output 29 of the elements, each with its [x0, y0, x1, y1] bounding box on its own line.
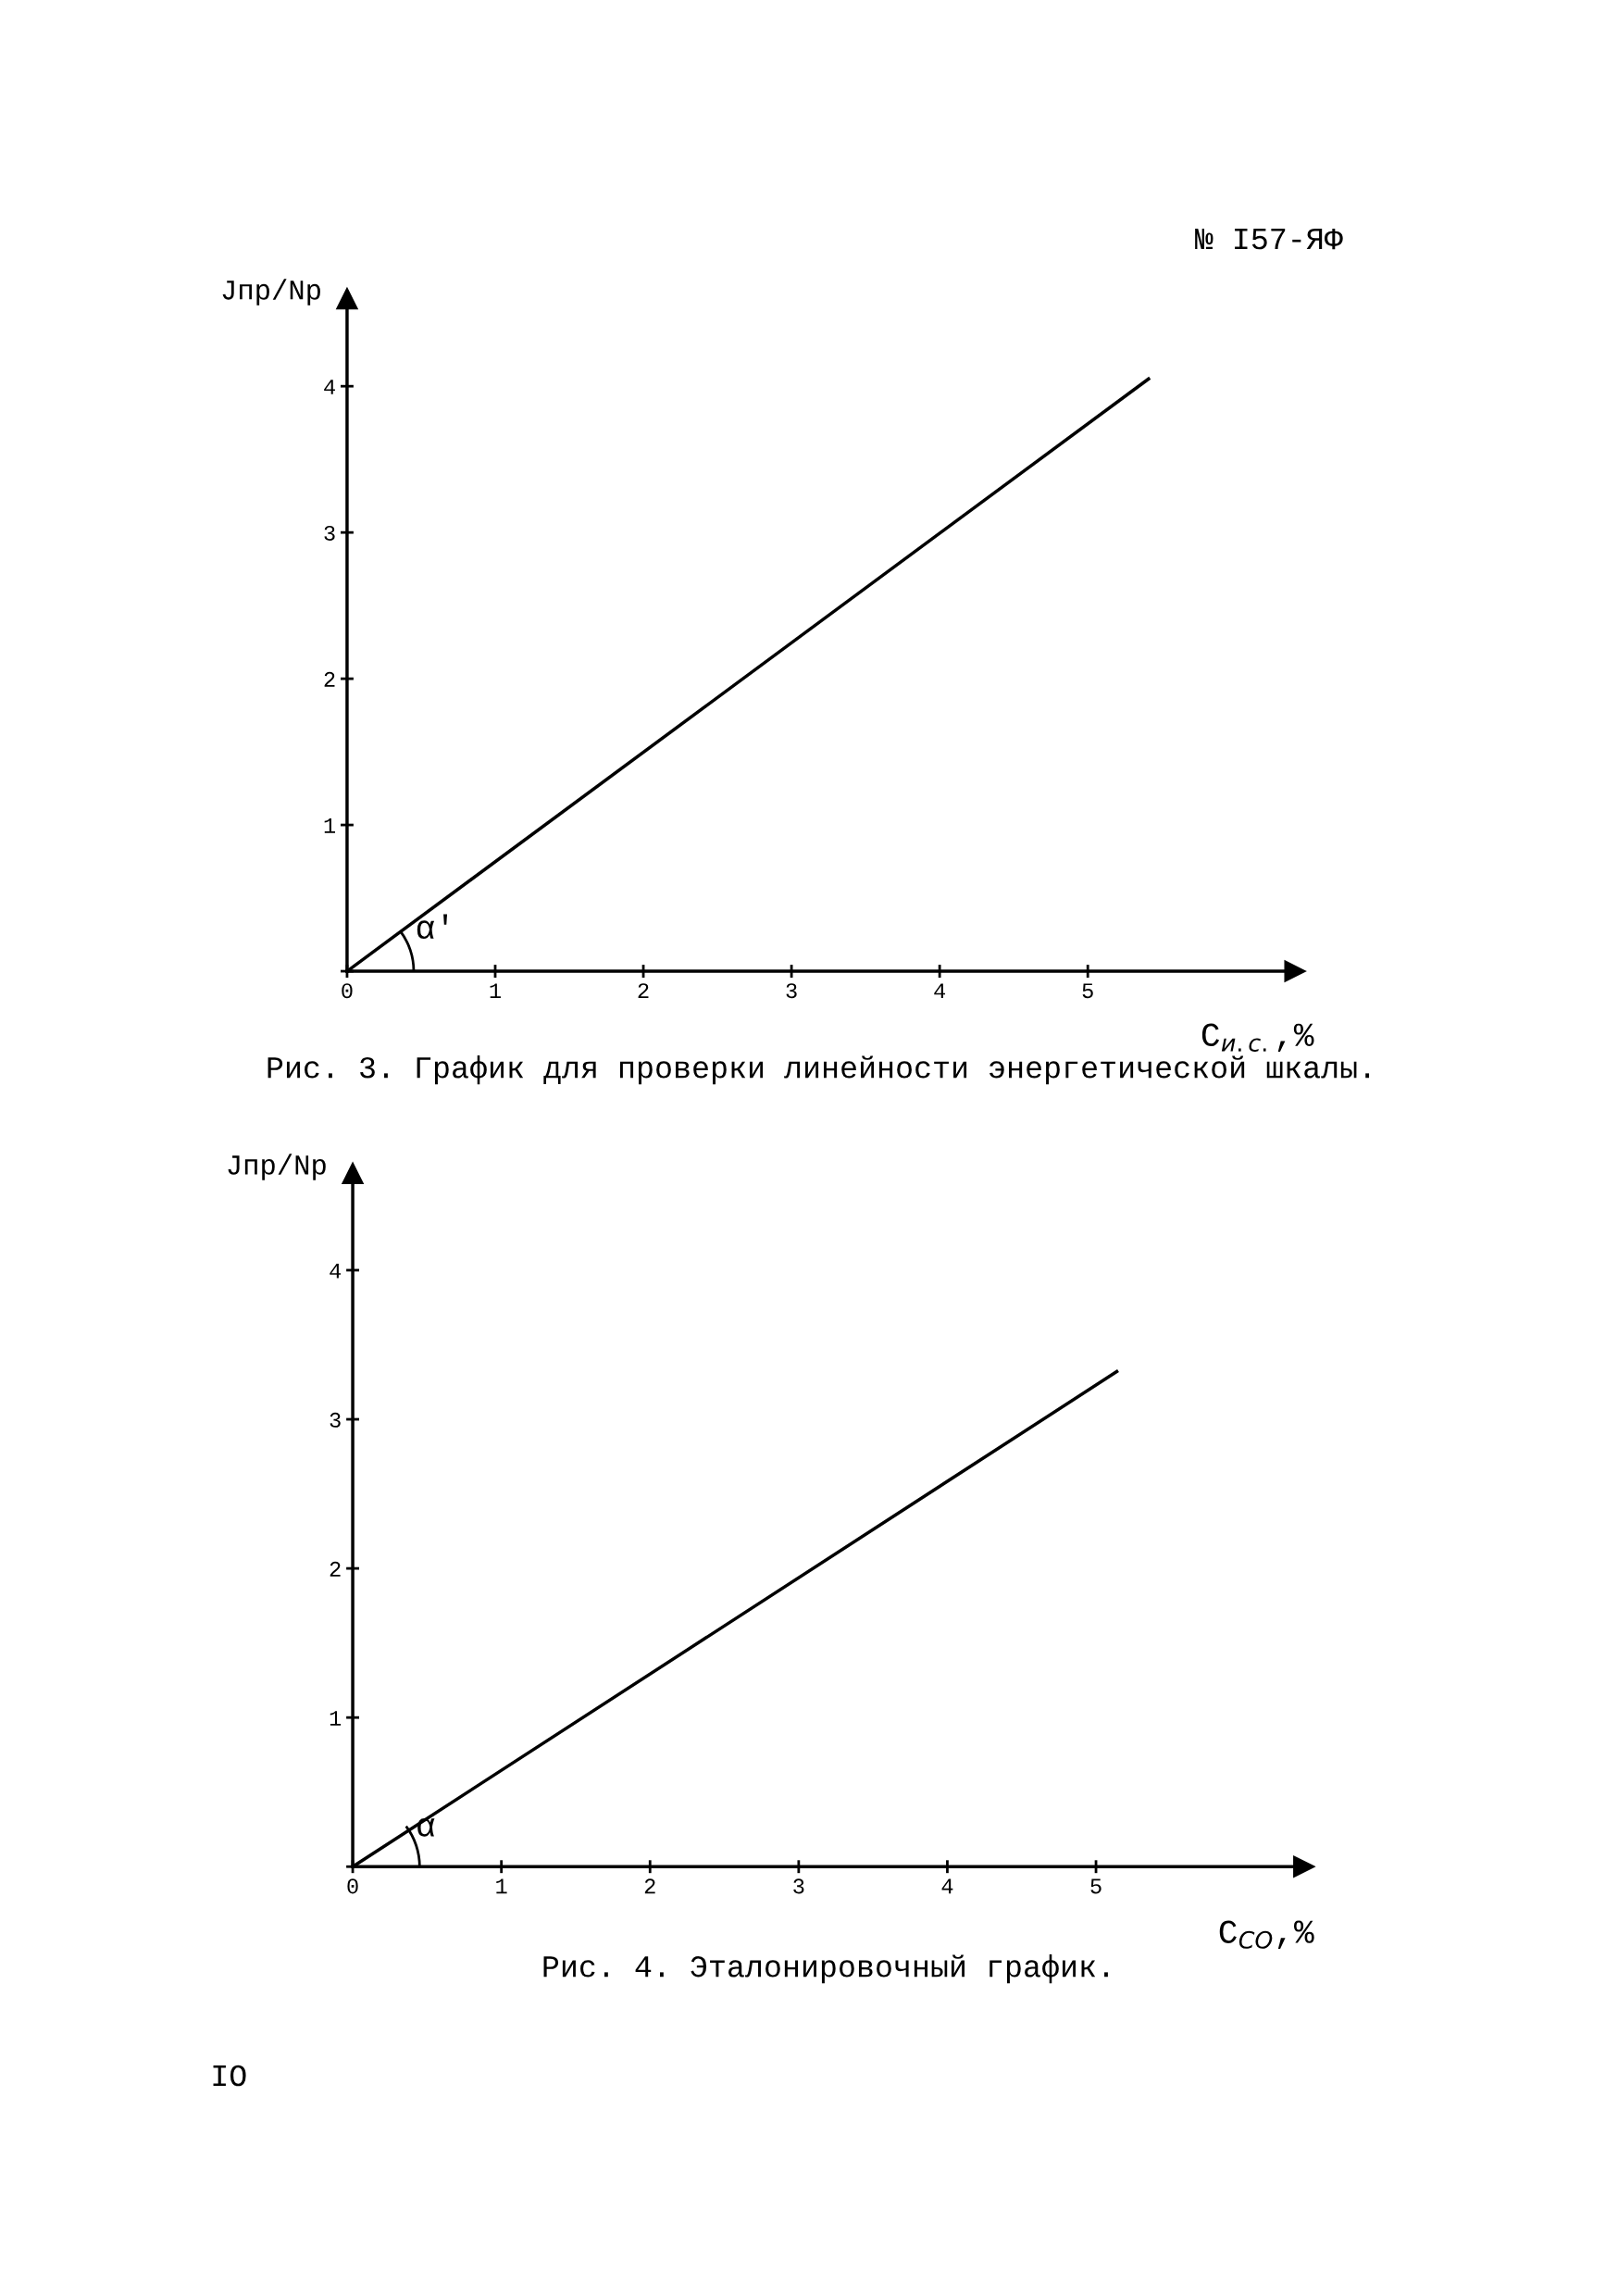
x-tick-label: 1 — [490, 983, 501, 998]
text: Рис. 4. Эталонировочный график. — [543, 1954, 1108, 1984]
y-tick-label: 2 — [330, 1561, 341, 1577]
y-tick-label: 4 — [324, 380, 335, 394]
annotation: α' — [417, 914, 448, 940]
y-axis-title: Jпр/Nр — [228, 1154, 326, 1180]
y-tick-label: 1 — [330, 1711, 342, 1726]
text: № I57-ЯФ — [1195, 228, 1343, 250]
text: Рис. 3. График для проверки линейности энергетической шкалы. — [268, 1055, 1370, 1085]
y-tick-label: 1 — [324, 818, 335, 833]
x-tick-label: 2 — [644, 1878, 655, 1894]
x-tick-label: 4 — [941, 1878, 953, 1894]
y-tick-label: 4 — [330, 1263, 342, 1279]
x-tick-label: 0 — [342, 983, 353, 999]
x-axis-title: C$_{CO}$,% — [1219, 1920, 1314, 1949]
x-tick-label: 3 — [793, 1878, 804, 1894]
x-tick-label: 2 — [638, 983, 649, 998]
x-tick-label: 0 — [347, 1878, 358, 1894]
y-tick-label: 3 — [330, 1412, 341, 1428]
y-tick-label: 3 — [324, 525, 335, 541]
y-axis-title: Jпр/Nр — [222, 279, 320, 306]
x-tick-label: 3 — [786, 983, 797, 999]
x-tick-label: 1 — [496, 1878, 507, 1894]
x-tick-label: 5 — [1082, 983, 1093, 999]
y-tick-label: 2 — [324, 671, 335, 687]
x-tick-label: 5 — [1090, 1878, 1101, 1894]
text: IO — [213, 2065, 246, 2087]
x-axis-title: C$_{и.с.}$,% — [1201, 1023, 1314, 1053]
x-tick-label: 4 — [934, 983, 946, 998]
